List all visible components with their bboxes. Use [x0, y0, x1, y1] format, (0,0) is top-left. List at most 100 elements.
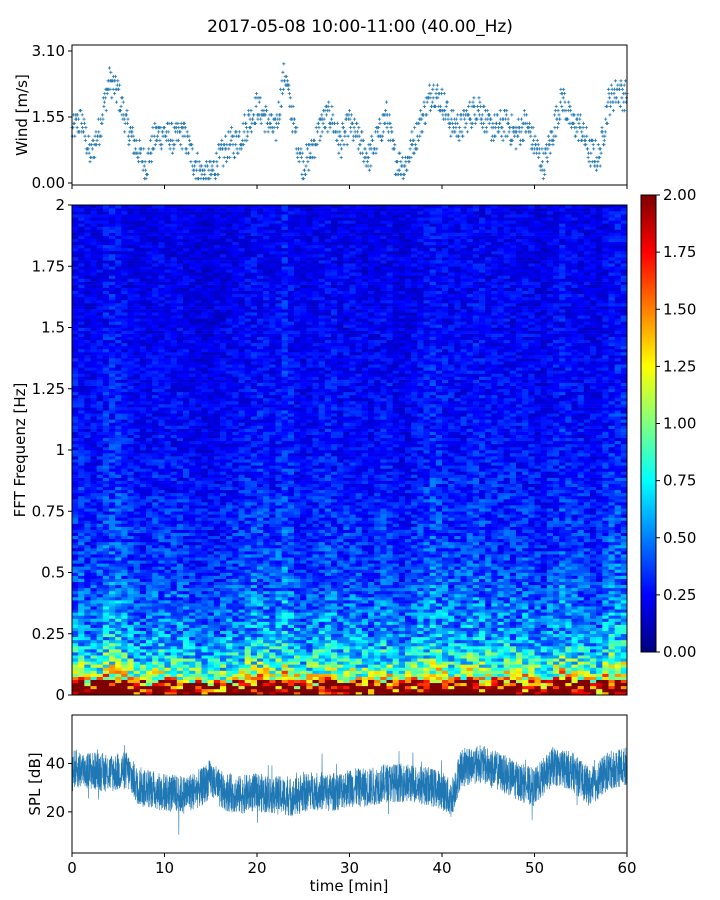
spectrogram-cell	[127, 211, 135, 215]
spectrogram-cell	[238, 254, 246, 258]
spectrogram-cell	[207, 612, 215, 616]
spectrogram-cell	[115, 557, 122, 561]
spectrogram-cell	[127, 394, 135, 399]
spectrogram-cell	[78, 428, 85, 432]
spectrogram-cell	[84, 397, 91, 402]
spectrogram-cell	[232, 453, 239, 457]
spectrogram-cell	[250, 453, 258, 457]
spectrogram-cell	[213, 443, 221, 448]
spectrogram-cell	[170, 486, 178, 491]
spectrogram-cell	[176, 303, 184, 307]
spectrogram-cell	[183, 688, 190, 693]
spectrogram-cell	[115, 551, 122, 555]
spectrogram-cell	[84, 551, 91, 555]
spectrogram-cell	[121, 299, 128, 304]
spectrogram-cell	[201, 474, 209, 478]
spectrogram-cell	[213, 471, 221, 475]
spectrogram-cell	[90, 364, 98, 368]
spectrogram-cell	[121, 290, 128, 295]
spectrogram-cell	[146, 450, 153, 454]
spectrogram-cell	[176, 584, 184, 589]
spectrogram-cell	[146, 446, 153, 451]
spectrogram-cell	[220, 443, 227, 448]
spectrogram-cell	[220, 324, 227, 328]
spectrogram-cell	[195, 428, 202, 432]
spectrogram-cell	[226, 630, 233, 635]
spectrogram-cell	[102, 581, 110, 586]
spectrogram-cell	[189, 535, 196, 540]
spectrogram-cell	[121, 388, 128, 393]
spectrogram-cell	[238, 526, 246, 530]
spectrogram-cell	[127, 388, 135, 393]
spectrogram-cell	[109, 468, 116, 472]
spectrogram-cell	[90, 428, 98, 432]
spectrogram-cell	[127, 287, 135, 292]
spectrogram-cell	[201, 431, 209, 435]
spectrogram-cell	[263, 649, 270, 653]
spectrogram-cell	[238, 581, 246, 586]
spectrogram-cell	[250, 382, 258, 386]
spectrogram-cell	[90, 468, 98, 472]
spectrogram-cell	[96, 217, 104, 221]
spectrogram-cell	[220, 621, 227, 625]
spectrogram-cell	[201, 450, 209, 454]
spectrogram-cell	[244, 440, 252, 445]
spectrogram-cell	[109, 382, 116, 386]
spectrogram-cell	[164, 450, 172, 454]
spectrogram-cell	[127, 526, 135, 530]
spectrogram-cell	[102, 450, 110, 454]
spectrogram-cell	[189, 370, 196, 374]
spectrogram-cell	[232, 272, 239, 276]
spectrogram-cell	[146, 214, 153, 218]
spectrogram-cell	[127, 514, 135, 518]
spectrogram-cell	[133, 532, 141, 537]
spectrogram-cell	[176, 290, 184, 295]
spectrogram-cell	[109, 205, 116, 209]
spectrogram-cell	[170, 385, 178, 390]
spectrogram-cell	[250, 514, 258, 518]
spectrogram-cell	[109, 548, 116, 552]
spectrogram-cell	[115, 342, 122, 347]
spectrogram-cell	[220, 379, 227, 383]
spectrogram-cell	[195, 483, 202, 488]
spectrogram-cell	[78, 312, 85, 316]
spectrogram-cell	[170, 348, 178, 353]
spectrogram-cell	[176, 633, 184, 638]
spectrogram-cell	[139, 554, 147, 558]
spectrogram-cell	[78, 667, 85, 671]
spectrogram-cell	[207, 548, 215, 552]
spectrogram-cell	[146, 499, 153, 503]
spectrogram-cell	[115, 290, 122, 295]
spectrogram-cell	[201, 606, 209, 610]
spectrogram-cell	[189, 235, 196, 239]
spectrogram-cell	[90, 489, 98, 494]
spectrogram-cell	[201, 244, 209, 249]
spectrogram-cell	[158, 661, 165, 665]
spectrogram-cell	[72, 495, 79, 500]
spectrogram-cell	[139, 633, 147, 638]
spectrogram-cell	[158, 664, 165, 668]
spectrogram-cell	[201, 642, 209, 647]
spectrogram-cell	[158, 489, 165, 494]
spectrogram-cell	[121, 260, 128, 264]
spectrogram-cell	[257, 376, 264, 380]
spectrogram-cell	[164, 217, 172, 221]
spectrogram-cell	[232, 416, 239, 420]
spectrogram-cell	[139, 235, 147, 239]
spectrogram-cell	[189, 667, 196, 671]
spectrogram-cell	[121, 560, 128, 564]
spectrogram-cell	[220, 462, 227, 466]
spectrogram-cell	[90, 670, 98, 674]
spectrogram-cell	[78, 526, 85, 530]
spectrogram-cell	[109, 355, 116, 359]
spectrogram-cell	[250, 244, 258, 249]
spectrogram-cell	[232, 419, 239, 423]
spectrogram-cell	[78, 287, 85, 292]
spectrogram-cell	[115, 348, 122, 353]
spectrogram-cell	[226, 348, 233, 353]
spectrogram-cell	[213, 247, 221, 252]
spectrogram-cell	[72, 315, 79, 319]
spectrogram-cell	[201, 241, 209, 246]
spectrogram-cell	[170, 376, 178, 380]
spectrogram-cell	[201, 529, 209, 533]
